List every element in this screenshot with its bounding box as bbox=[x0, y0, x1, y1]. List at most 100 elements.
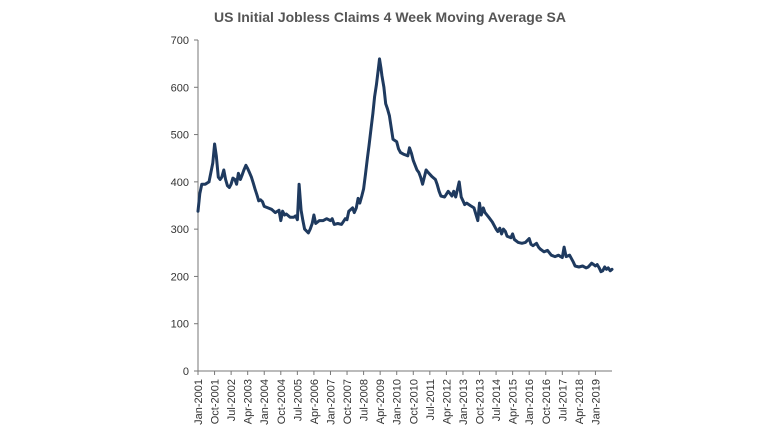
data-point bbox=[469, 204, 472, 207]
data-point bbox=[200, 183, 203, 186]
data-point bbox=[535, 242, 538, 245]
data-point bbox=[380, 74, 384, 77]
data-point bbox=[224, 178, 227, 181]
data-point bbox=[542, 250, 546, 253]
y-tick-label: 300 bbox=[171, 224, 189, 236]
data-point bbox=[345, 218, 349, 221]
data-point bbox=[279, 219, 282, 222]
data-point bbox=[322, 219, 325, 222]
data-point bbox=[379, 67, 383, 70]
data-point bbox=[520, 242, 524, 245]
data-point bbox=[358, 201, 361, 205]
data-point bbox=[412, 159, 415, 162]
data-point bbox=[505, 235, 509, 238]
data-point bbox=[435, 183, 439, 186]
data-point bbox=[537, 245, 540, 249]
data-point bbox=[607, 266, 610, 270]
data-point bbox=[390, 126, 393, 129]
data-point bbox=[375, 83, 378, 87]
data-point bbox=[463, 203, 466, 206]
data-point bbox=[215, 154, 218, 157]
x-tick-label: Jul-2008 bbox=[359, 379, 371, 421]
data-point bbox=[377, 67, 380, 70]
data-point bbox=[382, 86, 386, 89]
data-point bbox=[397, 147, 400, 150]
data-point bbox=[539, 247, 542, 251]
y-tick-label: 700 bbox=[171, 35, 189, 47]
data-point bbox=[426, 171, 430, 174]
data-point bbox=[395, 140, 398, 143]
data-point bbox=[417, 171, 420, 174]
data-point bbox=[301, 219, 305, 222]
data-point bbox=[241, 173, 244, 176]
data-point bbox=[244, 164, 248, 167]
data-point bbox=[421, 183, 424, 186]
x-tick-label: Jan-2001 bbox=[193, 379, 205, 425]
data-point bbox=[592, 263, 595, 266]
y-axis: 0 100 200 300 400 500 600 700 bbox=[171, 35, 199, 378]
data-point bbox=[594, 264, 597, 268]
data-point bbox=[356, 197, 360, 200]
data-point bbox=[259, 198, 262, 201]
data-point bbox=[353, 211, 356, 214]
x-tick-label: Jan-2004 bbox=[259, 379, 271, 425]
data-point bbox=[257, 199, 260, 202]
data-point bbox=[502, 227, 505, 231]
data-point bbox=[562, 245, 566, 249]
data-point bbox=[347, 210, 350, 213]
data-point bbox=[336, 222, 339, 225]
data-point bbox=[303, 227, 306, 231]
y-tick-label: 0 bbox=[183, 366, 189, 378]
data-point bbox=[213, 142, 216, 146]
data-point bbox=[581, 264, 584, 268]
data-point bbox=[610, 268, 614, 271]
x-tick-label: Jan-2010 bbox=[392, 379, 404, 425]
data-point bbox=[274, 211, 277, 214]
data-point bbox=[449, 192, 452, 195]
data-point bbox=[601, 269, 604, 272]
data-point bbox=[496, 230, 499, 233]
data-point bbox=[609, 269, 612, 272]
data-point bbox=[285, 212, 288, 216]
data-point bbox=[430, 175, 433, 178]
data-point bbox=[369, 128, 373, 131]
data-point bbox=[325, 217, 328, 220]
data-point bbox=[450, 194, 454, 198]
data-point bbox=[511, 232, 514, 236]
data-point bbox=[220, 175, 223, 179]
data-point bbox=[487, 216, 490, 219]
data-point bbox=[553, 255, 557, 258]
data-point bbox=[281, 210, 284, 213]
data-point bbox=[458, 180, 461, 184]
data-point bbox=[314, 222, 317, 225]
data-point bbox=[218, 178, 222, 181]
x-tick-label: Oct-2007 bbox=[342, 379, 354, 424]
data-point bbox=[415, 168, 419, 172]
data-point bbox=[351, 206, 354, 210]
data-point bbox=[228, 186, 231, 189]
data-point bbox=[472, 206, 476, 210]
data-point bbox=[196, 210, 200, 213]
data-point bbox=[454, 195, 457, 199]
data-point bbox=[460, 195, 463, 199]
chart-title: US Initial Jobless Claims 4 Week Moving … bbox=[214, 9, 566, 25]
data-point bbox=[270, 208, 273, 211]
data-point bbox=[288, 216, 292, 219]
x-tick-label: Jan-2019 bbox=[590, 379, 602, 425]
y-tick-label: 100 bbox=[171, 319, 189, 331]
data-point bbox=[513, 238, 516, 241]
x-tick-label: Oct-2013 bbox=[475, 379, 487, 424]
y-tick-label: 600 bbox=[171, 82, 189, 94]
x-tick-label: Apr-2009 bbox=[375, 379, 387, 424]
data-point bbox=[478, 201, 481, 205]
x-tick-label: Jul-2011 bbox=[425, 379, 437, 420]
data-point bbox=[399, 151, 402, 154]
data-point bbox=[447, 190, 450, 193]
data-point bbox=[226, 184, 229, 187]
data-point bbox=[483, 211, 487, 214]
data-point bbox=[494, 227, 498, 231]
series-line bbox=[196, 57, 614, 274]
data-point bbox=[546, 249, 549, 252]
